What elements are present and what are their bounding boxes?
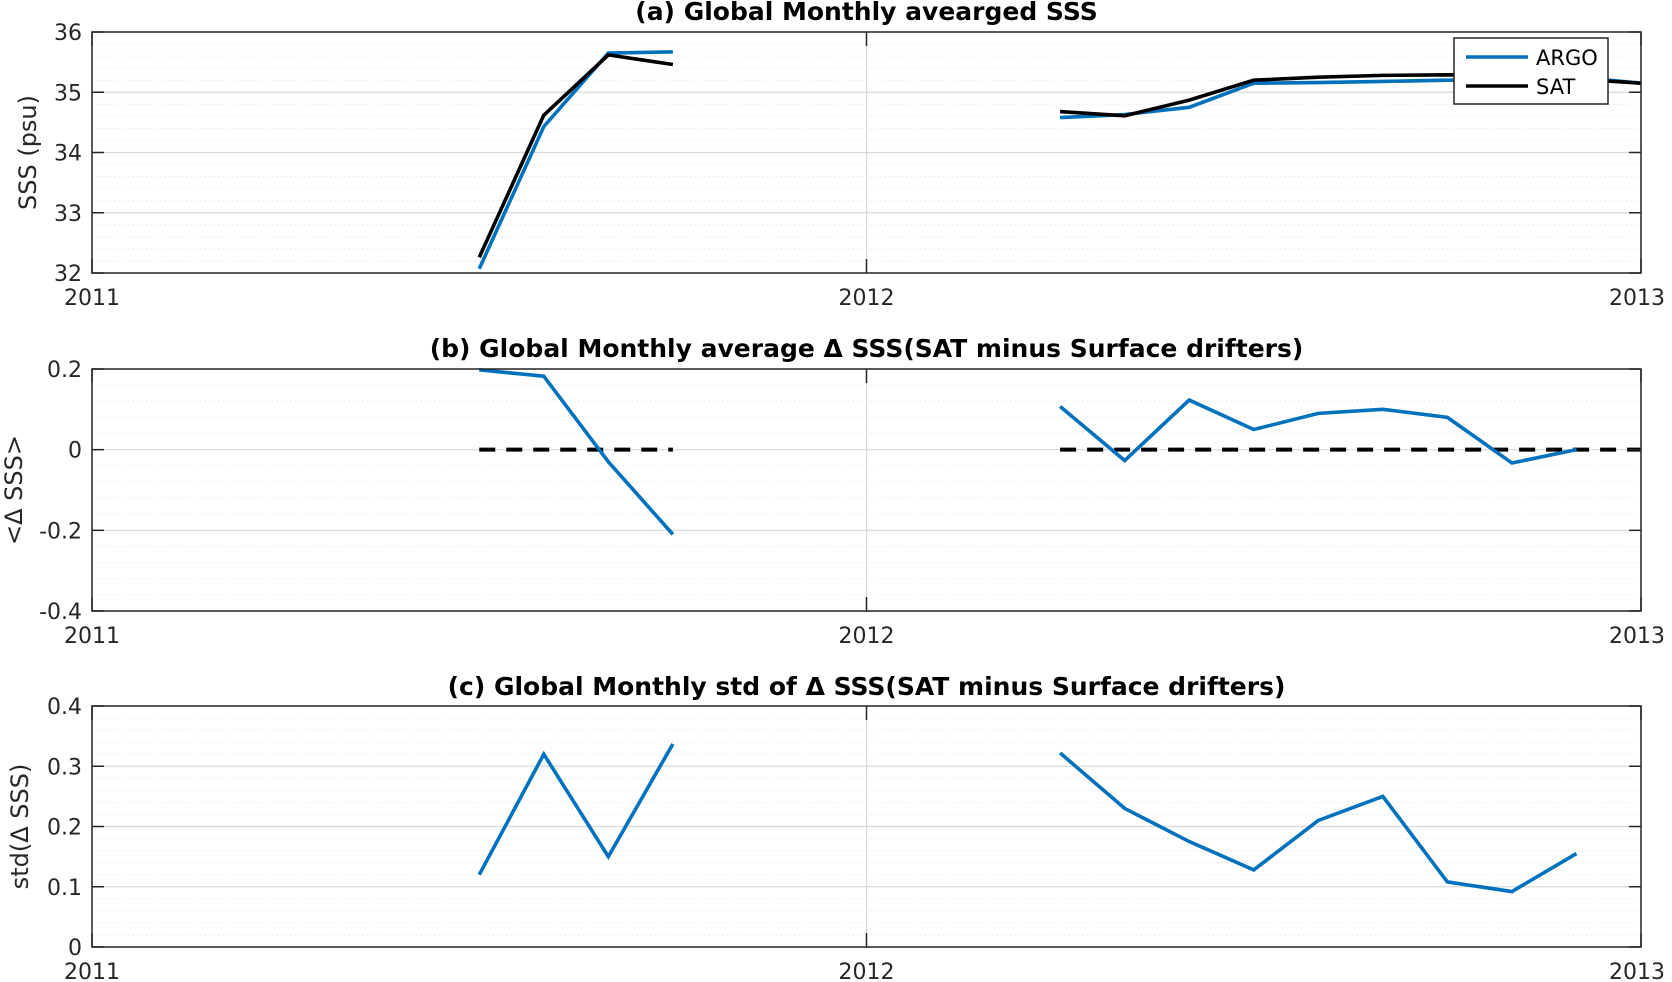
x-tick-label: 2013 <box>1609 960 1665 982</box>
x-tick-label: 2012 <box>839 286 895 311</box>
y-tick-label: 34 <box>54 142 82 167</box>
y-axis-label: SSS (psu) <box>14 95 42 210</box>
x-tick-label: 2012 <box>839 960 895 982</box>
chart-panel-b: 2011 2012 2013 -0.4 -0.2 0 0.2 (b) Global Month… <box>0 334 1665 649</box>
grid <box>91 31 1642 274</box>
x-tick-label: 2012 <box>839 624 895 649</box>
x-tick-label: 2013 <box>1609 286 1665 311</box>
chart-title: (a) Global Monthly avearged SSS <box>635 0 1097 26</box>
legend-label-argo: ARGO <box>1536 46 1598 70</box>
x-tick-label: 2011 <box>64 286 120 311</box>
x-tick-label: 2013 <box>1609 624 1665 649</box>
y-axis-label: <Δ SSS> <box>0 435 28 545</box>
chart-title: (b) Global Monthly average Δ SSS(SAT min… <box>430 334 1304 363</box>
y-tick-label: 0 <box>68 439 82 464</box>
y-axis-label: std(Δ SSS) <box>6 764 34 890</box>
y-tick-label: 33 <box>54 202 82 227</box>
chart-panel-a: 2011 2012 2013 32 33 34 35 36 (a) Global Monthly… <box>14 0 1665 311</box>
y-tick-label: 0.3 <box>47 755 82 780</box>
y-tick-label: 36 <box>54 21 82 46</box>
chart-title: (c) Global Monthly std of Δ SSS(SAT minu… <box>448 672 1286 701</box>
series-line <box>479 368 1577 536</box>
y-tick-label: 0 <box>68 936 82 961</box>
y-tick-label: -0.2 <box>39 519 82 544</box>
x-tick-label: 2011 <box>64 960 120 982</box>
x-tick-label: 2011 <box>64 624 120 649</box>
y-tick-label: 0.2 <box>47 816 82 841</box>
legend: ARGO SAT <box>1453 37 1609 105</box>
y-tick-label: 32 <box>54 262 82 287</box>
y-tick-label: 0.4 <box>47 695 82 720</box>
legend-box <box>1453 37 1609 105</box>
grid <box>91 368 1642 612</box>
series-line <box>477 743 1578 894</box>
y-tick-label: -0.4 <box>39 600 82 625</box>
grid <box>91 705 1642 948</box>
chart-panel-c: 2011 2012 2013 0 0.1 0.2 0.3 0.4 (c) Global Mont… <box>6 672 1665 982</box>
y-tick-label: 0.1 <box>47 876 82 901</box>
legend-label-sat: SAT <box>1536 75 1575 99</box>
y-tick-label: 0.2 <box>47 358 82 383</box>
y-tick-label: 35 <box>54 81 82 106</box>
